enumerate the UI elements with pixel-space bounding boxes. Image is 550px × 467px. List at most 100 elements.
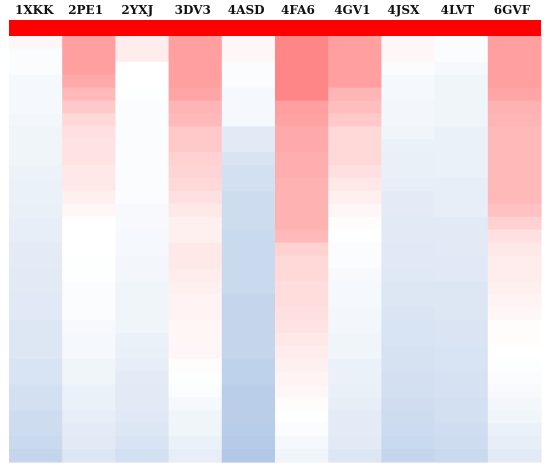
- heatmap-cell: [221, 36, 276, 50]
- heatmap-cell: [62, 113, 116, 127]
- heatmap-cell: [381, 113, 436, 127]
- heatmap-cell: [275, 113, 329, 127]
- heatmap-cell: [9, 371, 63, 386]
- heatmap-cell: [487, 242, 542, 257]
- header-bar: [9, 20, 541, 36]
- heatmap-cell: [328, 165, 382, 179]
- heatmap-cell: [487, 178, 542, 192]
- heatmap-cell: [115, 152, 170, 166]
- heatmap-cell: [328, 384, 382, 399]
- heatmap-cell: [221, 74, 276, 89]
- heatmap-cell: [328, 74, 382, 89]
- column-label: 4FA6: [281, 3, 315, 17]
- heatmap-cell: [9, 126, 63, 140]
- heatmap-cell: [62, 307, 116, 321]
- heatmap-cell: [328, 268, 382, 282]
- column-label: 6GVF: [494, 3, 531, 17]
- heatmap-cell: [487, 36, 542, 50]
- heatmap-cells: [9, 36, 542, 463]
- heatmap-cell: [434, 229, 489, 244]
- heatmap-cell: [62, 152, 116, 166]
- heatmap-cell: [9, 384, 63, 399]
- heatmap-cell: [9, 294, 63, 308]
- heatmap-cell: [328, 61, 382, 76]
- heatmap-cell: [221, 449, 276, 463]
- heatmap-cell: [62, 397, 116, 411]
- heatmap-cell: [221, 126, 276, 140]
- heatmap-cell: [9, 307, 63, 321]
- heatmap-cell: [62, 255, 116, 269]
- heatmap-cell: [221, 410, 276, 424]
- heatmap-cell: [115, 203, 170, 218]
- heatmap-cell: [115, 48, 170, 63]
- heatmap-cell: [9, 358, 63, 373]
- heatmap-cell: [62, 371, 116, 386]
- heatmap-cell: [115, 358, 170, 373]
- heatmap-cell: [115, 371, 170, 386]
- heatmap-cell: [487, 152, 542, 166]
- heatmap-cell: [9, 436, 63, 450]
- heatmap-cell: [221, 397, 276, 411]
- heatmap-cell: [381, 152, 436, 166]
- heatmap-cell: [434, 294, 489, 308]
- heatmap-cell: [434, 87, 489, 102]
- heatmap-cell: [9, 216, 63, 231]
- column-label: 4ASD: [228, 3, 265, 17]
- heatmap-cell: [434, 139, 489, 153]
- heatmap-cell: [9, 242, 63, 257]
- heatmap-cell: [275, 345, 329, 360]
- heatmap-cell: [221, 216, 276, 231]
- heatmap-cell: [168, 74, 223, 89]
- heatmap-cell: [115, 332, 170, 347]
- heatmap-cell: [9, 229, 63, 244]
- heatmap-cell: [381, 436, 436, 450]
- column-labels: 1XKK 2PE1 2YXJ 3DV3 4ASD 4FA6 4GV1 4JSX 4LVT 6GVF: [15, 3, 531, 17]
- heatmap-cell: [62, 74, 116, 89]
- heatmap-cell: [328, 255, 382, 269]
- heatmap-cell: [487, 190, 542, 205]
- heatmap-cell: [381, 449, 436, 463]
- heatmap-cell: [434, 242, 489, 257]
- heatmap-cell: [9, 152, 63, 166]
- heatmap-cell: [487, 203, 542, 218]
- heatmap-cell: [115, 190, 170, 205]
- heatmap-cell: [115, 255, 170, 269]
- heatmap-cell: [275, 36, 329, 50]
- heatmap-cell: [115, 320, 170, 334]
- heatmap-cell: [434, 190, 489, 205]
- column-label: 4JSX: [387, 3, 420, 17]
- heatmap-cell: [62, 190, 116, 205]
- heatmap-cell: [487, 268, 542, 282]
- heatmap-cell: [115, 436, 170, 450]
- heatmap-cell: [487, 345, 542, 360]
- heatmap-cell: [434, 436, 489, 450]
- heatmap-cell: [9, 449, 63, 463]
- heatmap-cell: [221, 100, 276, 115]
- heatmap-cell: [275, 332, 329, 347]
- heatmap-cell: [381, 332, 436, 347]
- heatmap-cell: [115, 449, 170, 463]
- heatmap-cell: [9, 87, 63, 102]
- column-label: 2YXJ: [121, 3, 153, 17]
- heatmap-cell: [328, 436, 382, 450]
- column-label: 4GV1: [334, 3, 370, 17]
- heatmap-cell: [328, 139, 382, 153]
- heatmap-cell: [381, 61, 436, 76]
- heatmap-cell: [434, 358, 489, 373]
- heatmap-cell: [221, 87, 276, 102]
- heatmap-cell: [434, 281, 489, 295]
- heatmap-cell: [115, 307, 170, 321]
- heatmap-cell: [221, 255, 276, 269]
- heatmap-cell: [275, 100, 329, 115]
- column-label: 2PE1: [68, 3, 103, 17]
- heatmap-cell: [434, 449, 489, 463]
- heatmap-cell: [115, 229, 170, 244]
- heatmap-cell: [275, 152, 329, 166]
- heatmap-cell: [275, 320, 329, 334]
- heatmap-cell: [434, 320, 489, 334]
- heatmap-cell: [275, 126, 329, 140]
- heatmap-cell: [221, 229, 276, 244]
- heatmap-cell: [9, 48, 63, 63]
- heatmap-cell: [381, 242, 436, 257]
- heatmap-cell: [221, 345, 276, 360]
